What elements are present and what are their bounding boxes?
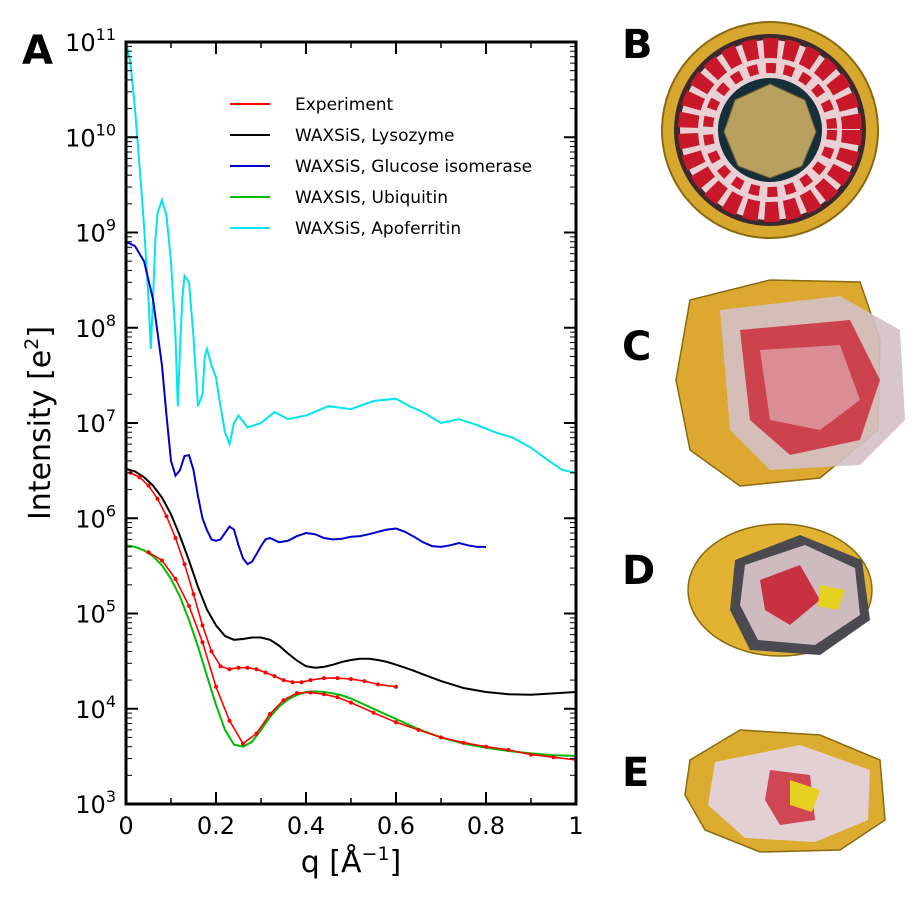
experiment-point — [182, 562, 187, 567]
legend-label-3: WAXSIS, Ubiquitin — [295, 188, 448, 208]
legend-label-2: WAXSiS, Glucose isomerase — [295, 157, 532, 177]
y-tick-label: 105 — [75, 597, 116, 629]
experiment-point — [308, 678, 313, 683]
y-tick-label: 104 — [75, 692, 116, 724]
experiment-point — [146, 483, 151, 488]
y-tick-label: 1010 — [65, 120, 116, 152]
experiment-point — [290, 680, 295, 685]
panel-label-b: B — [622, 22, 653, 68]
experiment-point — [173, 577, 178, 581]
structure-d-image — [687, 523, 873, 657]
panel-label-c: C — [622, 324, 651, 370]
experiment-point — [295, 691, 299, 696]
series-line-1 — [126, 467, 576, 696]
y-tick-label: 107 — [75, 406, 116, 438]
experiment-point — [322, 692, 326, 697]
experiment-point — [281, 698, 286, 703]
panel-label-e: E — [622, 750, 649, 796]
experiment-point — [484, 744, 488, 749]
experiment-point — [506, 747, 511, 752]
experiment-point — [146, 550, 151, 555]
x-axis-title: q [Å−1] — [301, 843, 402, 880]
experiment-point — [173, 536, 178, 540]
experiment-point — [209, 649, 214, 654]
experiment-point — [187, 604, 191, 608]
experiment-point — [155, 496, 160, 501]
panel-label-d: D — [622, 548, 655, 594]
experiment-point — [439, 735, 443, 740]
y-tick-label: 109 — [75, 216, 116, 248]
experiment-point — [200, 640, 205, 645]
y-tick-label: 106 — [75, 501, 116, 533]
experiment-point — [349, 677, 353, 682]
legend: Experiment WAXSiS, Lysozyme WAXSiS, Glucos… — [230, 95, 532, 239]
experiment-point — [308, 690, 313, 695]
x-tick-label: 0.8 — [467, 812, 505, 840]
experiment-point — [191, 592, 196, 597]
experiment-point — [263, 670, 268, 675]
legend-label-4: WAXSiS, Apoferritin — [295, 219, 461, 239]
experiment-point — [335, 676, 340, 681]
experiment-point — [529, 752, 533, 757]
legend-label-0: Experiment — [295, 95, 394, 115]
experiment-point — [394, 684, 398, 689]
y-axis-title: Intensity [e2] — [21, 326, 58, 520]
experiment-point — [268, 712, 272, 716]
x-tick-label: 0.2 — [197, 812, 235, 840]
structure-e-image — [684, 729, 886, 853]
experiment-point — [254, 667, 259, 672]
series-line-4 — [126, 42, 576, 474]
experiment-point — [349, 700, 353, 705]
series-layer — [126, 42, 576, 762]
experiment-point — [281, 678, 286, 683]
experiment-point — [335, 695, 340, 700]
experiment-point — [164, 514, 169, 519]
series-line-2 — [126, 240, 486, 566]
x-tick-label: 0.4 — [287, 812, 325, 840]
experiment-point — [227, 667, 232, 672]
y-tick-label: 103 — [75, 787, 116, 819]
experiment-point — [200, 623, 205, 628]
experiment-point — [137, 475, 142, 480]
experiment-point — [551, 755, 556, 760]
structure-c-image — [675, 279, 905, 487]
panel-label-a: A — [22, 28, 53, 74]
experiment-point — [272, 674, 277, 679]
experiment-point — [218, 664, 223, 669]
experiment-point — [254, 731, 259, 736]
experiment-point — [322, 676, 326, 681]
experiment-point — [160, 558, 164, 563]
experiment-point — [376, 682, 380, 687]
series-line-3 — [126, 544, 576, 757]
legend-label-1: WAXSiS, Lysozyme — [295, 126, 455, 146]
x-tick-label: 1 — [568, 812, 583, 840]
series-experiment-sample-0 — [148, 551, 576, 761]
x-tick-label: 0 — [118, 812, 133, 840]
structure-b-image — [661, 21, 879, 239]
experiment-point — [394, 720, 398, 725]
experiment-point — [241, 741, 245, 746]
experiment-point — [299, 680, 304, 685]
y-tick-label: 108 — [75, 311, 116, 343]
experiment-point — [362, 679, 367, 684]
x-tick-label: 0.6 — [377, 812, 415, 840]
experiment-point — [245, 665, 250, 670]
experiment-point — [371, 710, 376, 715]
y-tick-label: 1011 — [65, 25, 116, 57]
experiment-point — [461, 740, 466, 745]
chart: 0 0.2 0.4 0.6 0.8 1 103 104 105 106 107 108 109 1010 1… — [21, 25, 584, 880]
experiment-point — [416, 727, 421, 732]
experiment-point — [227, 718, 232, 723]
experiment-point — [236, 665, 241, 670]
ticks-layer: 0 0.2 0.4 0.6 0.8 1 103 104 105 106 107 108 109 1010 1… — [65, 25, 584, 840]
experiment-point — [214, 684, 218, 689]
